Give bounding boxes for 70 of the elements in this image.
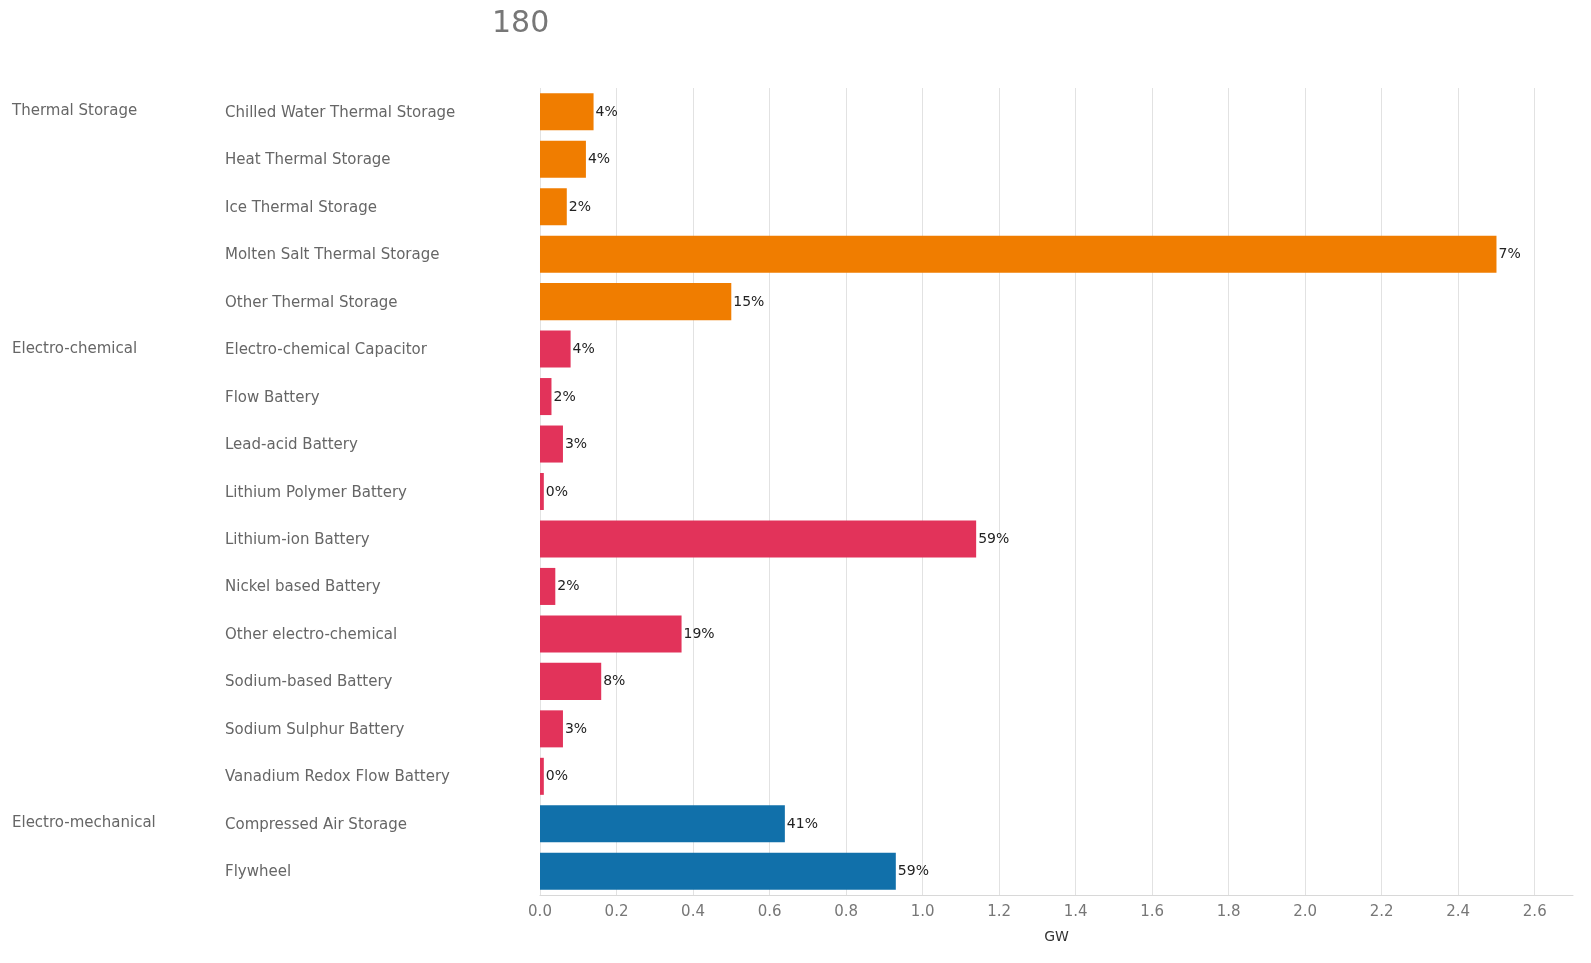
y-tick-label: Other Thermal Storage (225, 292, 398, 311)
annotation: 4% (595, 102, 618, 119)
bar (540, 710, 563, 748)
annotation: 2% (568, 197, 591, 214)
bar (540, 378, 552, 416)
y-tick-label: Chilled Water Thermal Storage (225, 102, 456, 121)
y-tick-label: Heat Thermal Storage (225, 150, 391, 169)
y-tick-label: Other electro-chemical (225, 624, 398, 643)
x-tick-label: 1.0 (910, 901, 935, 920)
bar (540, 757, 544, 795)
bar (540, 140, 586, 178)
bar (540, 330, 571, 368)
annotation: 15% (733, 292, 765, 309)
bar (540, 235, 1497, 273)
x-tick-label: 1.6 (1140, 901, 1165, 920)
y-tick-label: Electro-chemical Capacitor (225, 340, 428, 359)
x-tick-label: 1.8 (1216, 901, 1241, 920)
x-tick-label: 0.8 (834, 901, 858, 920)
y-tick-label: Lead-acid Battery (225, 435, 358, 454)
annotation: 59% (897, 862, 929, 879)
x-tick-label: 0.2 (604, 901, 629, 920)
annotation: 0% (545, 767, 569, 784)
annotation: 59% (978, 529, 1010, 546)
y-tick-label: Vanadium Redox Flow Battery (225, 767, 451, 786)
annotation: 4% (587, 150, 611, 167)
y-tick-label: Lithium Polymer Battery (225, 482, 408, 501)
text: Thermal Storage (11, 101, 138, 120)
text: 180 (492, 3, 550, 39)
y-tick-label: Ice Thermal Storage (225, 197, 377, 216)
x-tick-label: 0.6 (757, 901, 782, 920)
annotation: 4% (572, 340, 595, 357)
y-tick-label: Compressed Air Storage (225, 814, 408, 833)
annotation: 2% (553, 387, 576, 404)
annotation: 0% (545, 482, 569, 499)
annotation: 7% (1498, 245, 1521, 262)
text: Electro-mechanical (12, 813, 156, 832)
bar (540, 615, 682, 653)
bar (540, 520, 977, 558)
x-tick-label: 2.4 (1446, 901, 1471, 920)
annotation: 8% (603, 672, 626, 689)
bar (540, 852, 896, 890)
x-tick-label: 2.2 (1369, 901, 1394, 920)
annotation: 3% (564, 435, 588, 452)
x-tick-label: 0.4 (681, 901, 705, 920)
bar (540, 662, 602, 700)
annotation: 19% (683, 624, 715, 641)
y-tick-label: Sodium-based Battery (225, 672, 393, 691)
bar (540, 472, 544, 511)
x-axis-title: GW (1044, 928, 1069, 944)
annotation: 41% (786, 814, 818, 831)
y-tick-label: Flywheel (225, 862, 292, 881)
x-tick-label: 0.0 (528, 901, 552, 920)
y-tick-label: Nickel based Battery (225, 577, 381, 596)
annotation: 3% (564, 719, 588, 736)
bar (540, 283, 732, 321)
x-tick-label: 1.4 (1063, 901, 1088, 920)
y-tick-label: Sodium Sulphur Battery (225, 719, 405, 738)
x-tick-label: 1.2 (987, 901, 1012, 920)
bar (540, 188, 567, 226)
annotation: 2% (557, 577, 580, 594)
bar (540, 567, 556, 605)
bar (540, 93, 594, 131)
bar (540, 425, 563, 463)
x-tick-label: 2.6 (1522, 901, 1547, 920)
bar (540, 805, 785, 843)
y-tick-label: Flow Battery (225, 387, 320, 406)
x-tick-label: 2.0 (1293, 901, 1318, 920)
text: Electro-chemical (12, 338, 138, 357)
y-tick-label: Molten Salt Thermal Storage (225, 245, 440, 264)
y-tick-label: Lithium-ion Battery (225, 529, 370, 548)
